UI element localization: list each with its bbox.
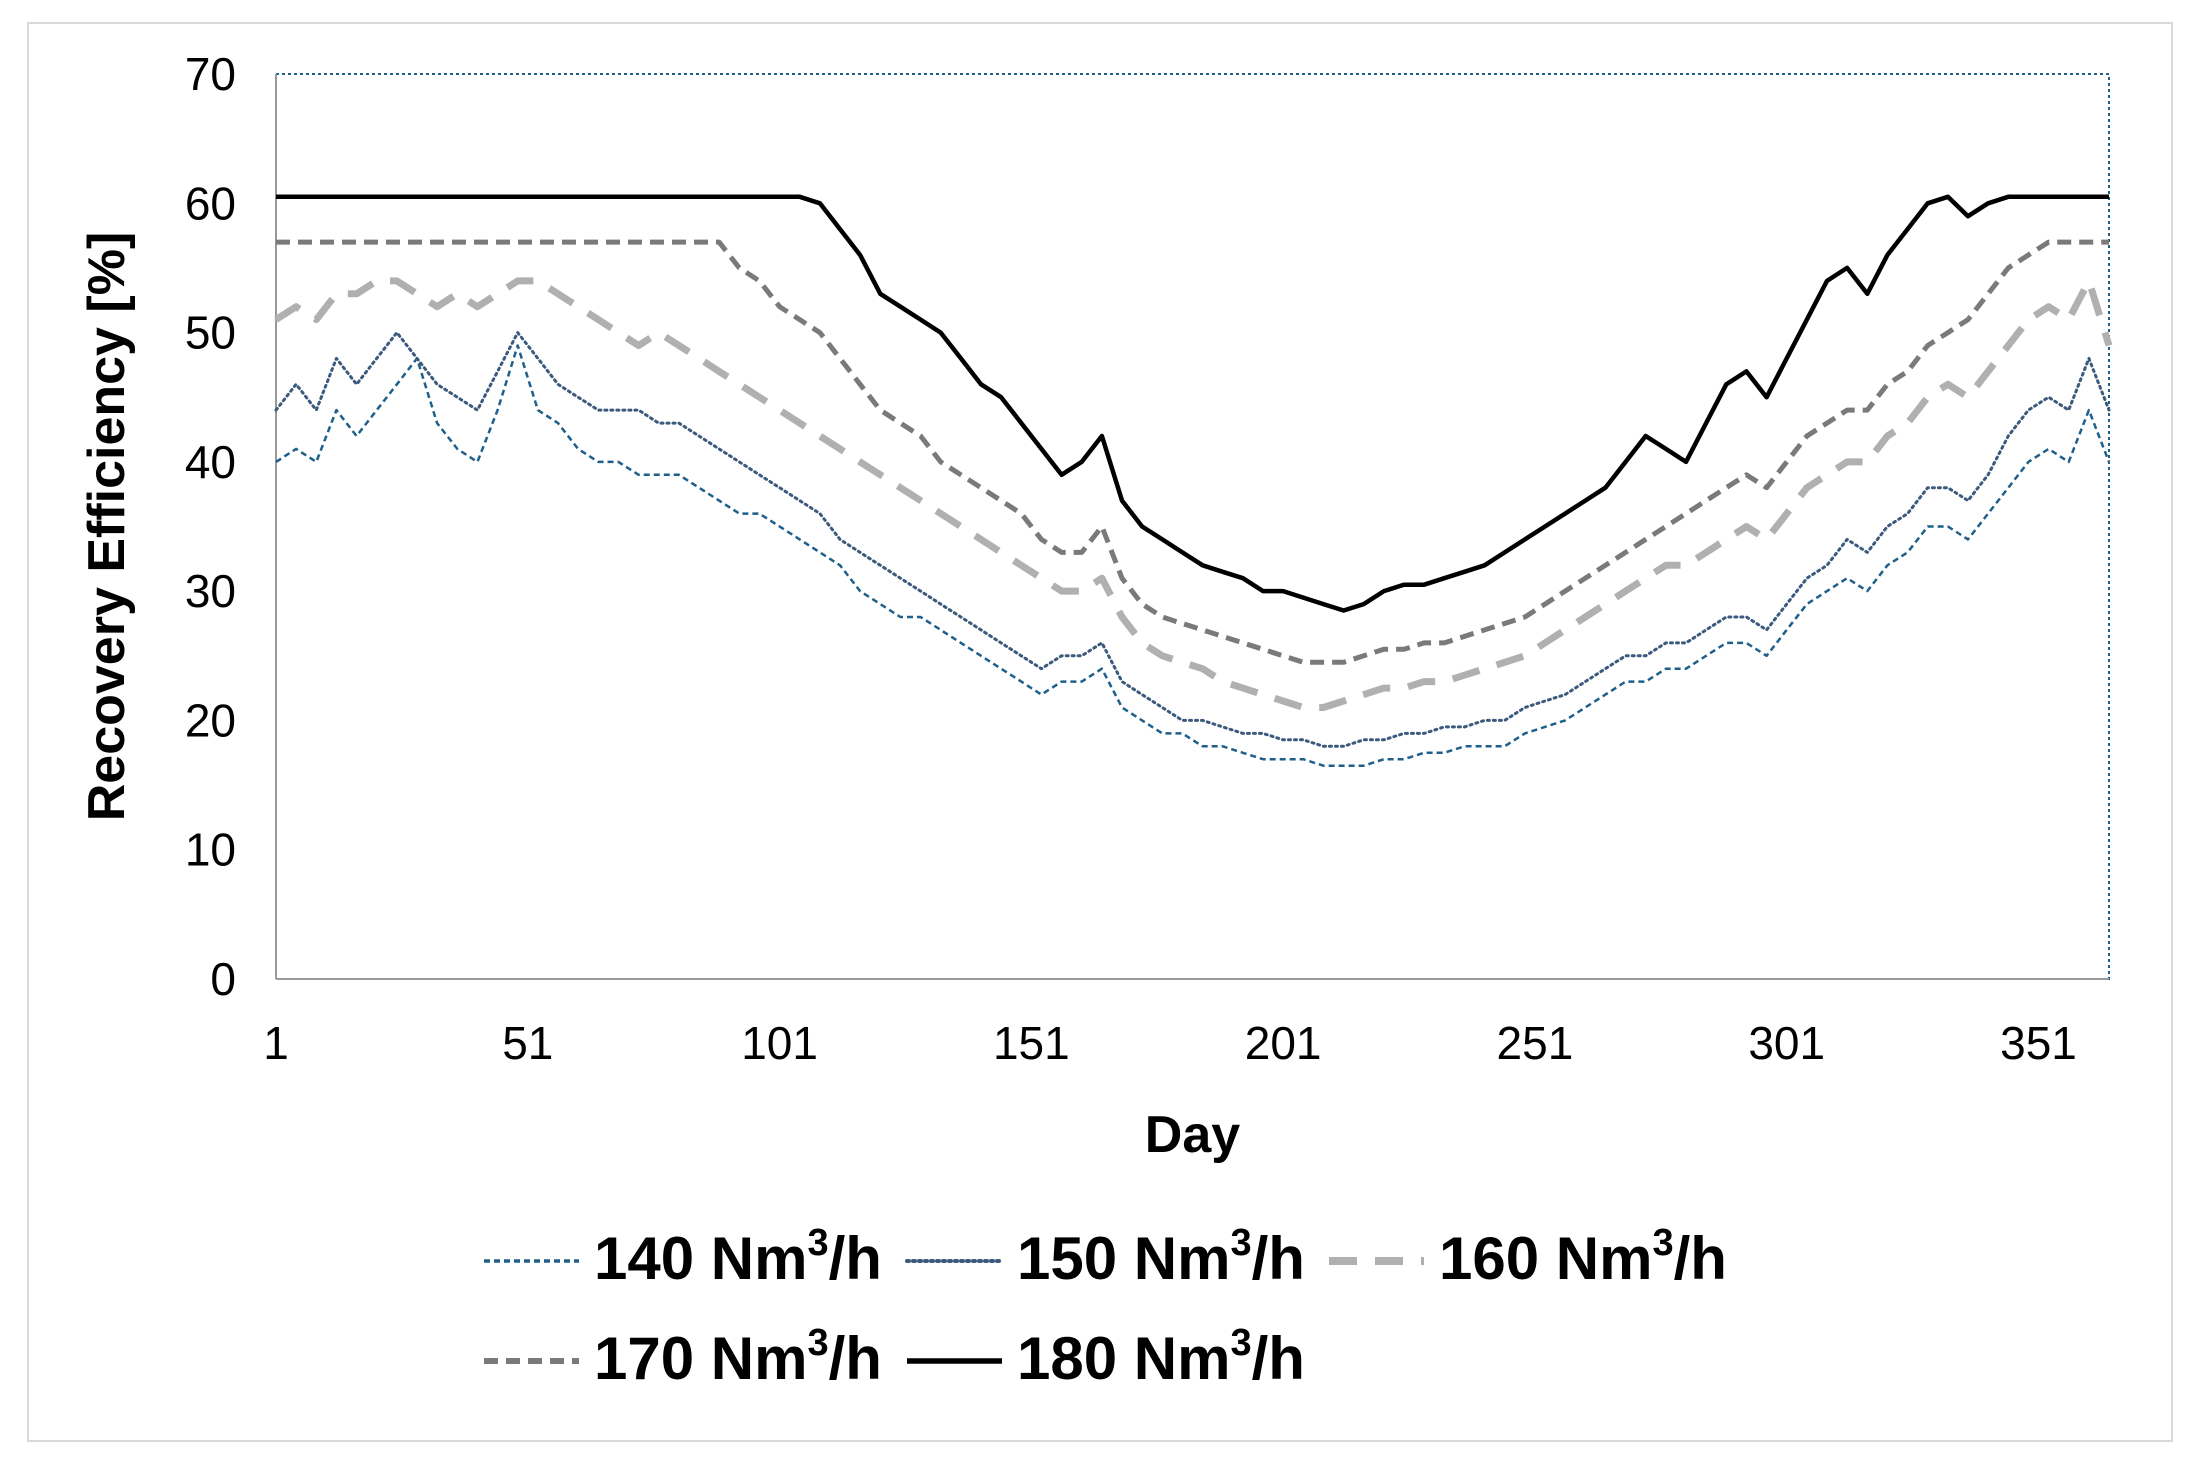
y-tick-label: 60 [185, 177, 236, 229]
legend-label-unit: /h [1674, 1225, 1727, 1292]
legend-label: 150 Nm3/h [1017, 1222, 1305, 1292]
y-tick-label: 50 [185, 307, 236, 359]
series-line-3 [276, 239, 2109, 665]
x-tick-label: 301 [1748, 1017, 1825, 1069]
legend-label-unit: /h [1252, 1325, 1305, 1392]
series-line-0 [275, 344, 2111, 767]
x-tick-label: 251 [1497, 1017, 1574, 1069]
legend-label-unit: /h [829, 1325, 882, 1392]
legend-label-superscript: 3 [1230, 1222, 1251, 1264]
y-axis-title: Recovery Efficiency [%] [78, 232, 136, 822]
series-lines [274, 194, 2113, 767]
plot-area [275, 73, 2110, 980]
y-tick-label: 20 [185, 694, 236, 746]
x-tick-label: 201 [1245, 1017, 1322, 1069]
legend-label-superscript: 3 [807, 1322, 828, 1364]
legend-label-superscript: 3 [807, 1222, 828, 1264]
y-tick-labels: 0 10 20 30 40 50 60 70 [185, 48, 236, 1005]
x-tick-labels: 1 51 101 151 201 251 301 351 [263, 1017, 2077, 1069]
x-tick-label: 101 [741, 1017, 818, 1069]
y-tick-label: 30 [185, 565, 236, 617]
x-tick-label: 151 [993, 1017, 1070, 1069]
legend-label-superscript: 3 [1230, 1322, 1251, 1364]
y-tick-label: 0 [210, 953, 236, 1005]
legend-label-unit: /h [829, 1225, 882, 1292]
chart-frame: 0 10 20 30 40 50 60 70 1 51 101 151 201 251 301 351 Da… [27, 22, 2173, 1442]
x-axis-title: Day [1145, 1106, 1240, 1164]
y-tick-label: 70 [185, 48, 236, 100]
series-line-2 [274, 277, 2113, 711]
x-tick-label: 1 [263, 1017, 289, 1069]
legend-label: 180 Nm3/h [1017, 1322, 1305, 1392]
series-line-4 [276, 194, 2109, 613]
legend-label-base: 170 Nm [594, 1325, 807, 1392]
y-tick-label: 10 [185, 824, 236, 876]
legend-label-base: 140 Nm [594, 1225, 807, 1292]
legend-label-base: 180 Nm [1017, 1325, 1230, 1392]
legend-label-superscript: 3 [1652, 1222, 1673, 1264]
y-tick-label: 40 [185, 436, 236, 488]
series-line-1 [274, 331, 2111, 748]
legend-label: 140 Nm3/h [594, 1222, 882, 1292]
legend-label-base: 150 Nm [1017, 1225, 1230, 1292]
legend-label-unit: /h [1252, 1225, 1305, 1292]
legend-label: 160 Nm3/h [1439, 1222, 1727, 1292]
x-tick-label: 351 [2000, 1017, 2077, 1069]
legend-label: 170 Nm3/h [594, 1322, 882, 1392]
legend-label-base: 160 Nm [1439, 1225, 1652, 1292]
x-tick-label: 51 [502, 1017, 553, 1069]
